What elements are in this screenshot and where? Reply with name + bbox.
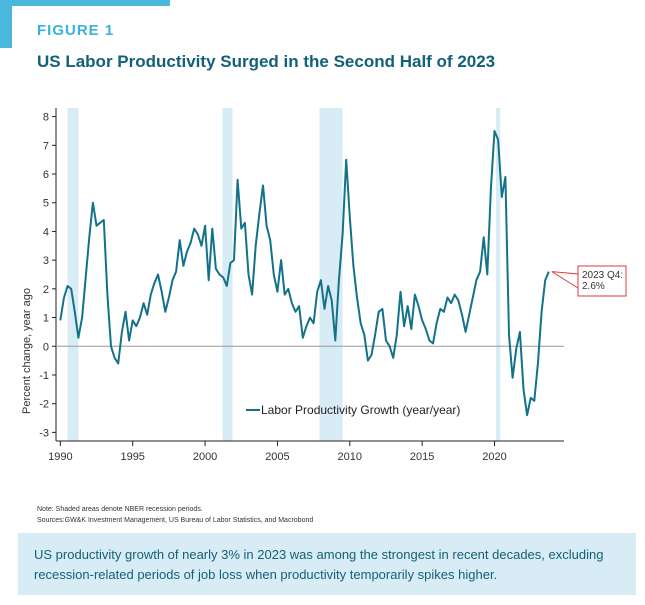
series-line <box>59 130 550 417</box>
y-tick-label: -1 <box>39 370 49 382</box>
annotation-group: 2023 Q4:2.6% <box>551 265 627 297</box>
annotation-box <box>577 265 627 297</box>
legend-label: Labor Productivity Growth (year/year) <box>261 403 460 417</box>
y-tick-label: 2 <box>43 284 49 296</box>
recession-shade <box>319 108 343 441</box>
y-tick-label: 3 <box>43 255 49 267</box>
line-chart: -3 -2 -1 0 1 2 3 4 5 6 7 8 1990 1995 2000 2005 2010 2015 2… <box>21 108 627 463</box>
note-sources: Sources:GW&K Investment Management, US B… <box>37 517 314 524</box>
accent-bar <box>0 0 170 6</box>
y-tick-label: 6 <box>43 169 49 181</box>
y-tick-label: -3 <box>39 427 49 439</box>
legend: Labor Productivity Growth (year/year) <box>246 403 460 417</box>
annotation-pointer <box>551 271 579 289</box>
axes: -3 -2 -1 0 1 2 3 4 5 6 7 8 1990 1995 2000 2005 2010 2015 2… <box>39 108 564 463</box>
chart-frame: -3 -2 -1 0 1 2 3 4 5 6 7 8 1990 1995 2000 2005 2010 2015 2… <box>16 88 628 528</box>
x-tick-label: 1995 <box>120 451 144 463</box>
x-tick-label: 2015 <box>410 451 434 463</box>
annotation-text: 2.6% <box>582 281 605 292</box>
accent-side-bar <box>0 0 12 48</box>
y-tick-label: 1 <box>43 313 49 325</box>
y-axis-label: Percent change, year ago <box>21 288 33 414</box>
recession-shade <box>495 108 501 441</box>
y-tick-label: -2 <box>39 399 49 411</box>
y-tick-label: 8 <box>43 112 49 124</box>
y-tick-label: 0 <box>43 341 49 353</box>
note-recession: Note: Shaded areas denote NBER recession… <box>37 506 203 513</box>
footer-text: US productivity growth of nearly 3% in 2… <box>34 547 604 582</box>
recession-shades <box>67 108 501 441</box>
figure-label: FIGURE 1 <box>37 22 115 39</box>
x-tick-label: 1990 <box>48 451 72 463</box>
x-tick-label: 2005 <box>265 451 289 463</box>
series-group <box>59 130 550 417</box>
x-tick-label: 2000 <box>193 451 217 463</box>
notes: Note: Shaded areas denote NBER recession… <box>37 504 313 526</box>
y-tick-label: 5 <box>43 198 49 210</box>
x-tick-label: 2020 <box>482 451 506 463</box>
footer-callout: US productivity growth of nearly 3% in 2… <box>18 533 636 595</box>
y-tick-label: 4 <box>43 226 49 238</box>
recession-shade <box>67 108 79 441</box>
recession-shade <box>222 108 233 441</box>
y-tick-label: 7 <box>43 140 49 152</box>
figure-title: US Labor Productivity Surged in the Seco… <box>37 52 496 71</box>
annotation-text: 2023 Q4: <box>582 270 623 281</box>
x-tick-label: 2010 <box>338 451 362 463</box>
